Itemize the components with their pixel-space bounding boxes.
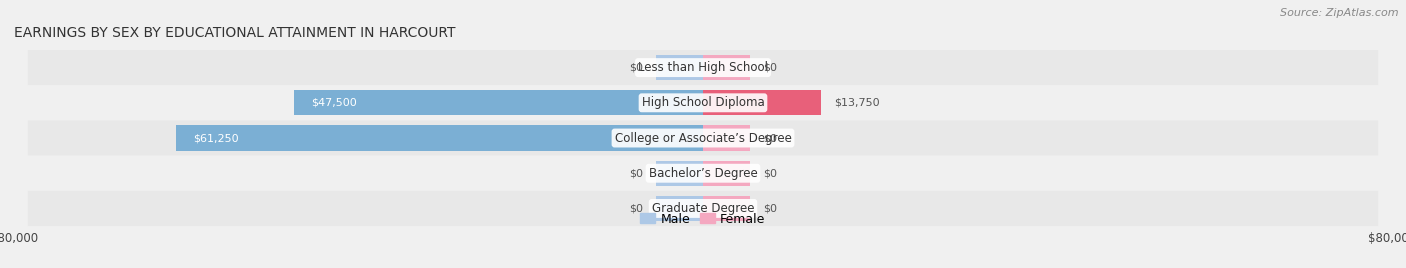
Text: $47,500: $47,500 xyxy=(311,98,357,108)
Text: $0: $0 xyxy=(763,168,778,178)
Bar xyxy=(703,196,751,221)
FancyBboxPatch shape xyxy=(28,191,1378,226)
Text: $0: $0 xyxy=(628,168,643,178)
Bar xyxy=(655,196,703,221)
Text: $13,750: $13,750 xyxy=(834,98,880,108)
Text: $0: $0 xyxy=(763,203,778,213)
Bar xyxy=(655,161,703,186)
Text: College or Associate’s Degree: College or Associate’s Degree xyxy=(614,132,792,144)
Legend: Male, Female: Male, Female xyxy=(636,207,770,230)
Text: High School Diploma: High School Diploma xyxy=(641,96,765,109)
FancyBboxPatch shape xyxy=(28,120,1378,156)
Bar xyxy=(703,125,751,151)
Text: EARNINGS BY SEX BY EDUCATIONAL ATTAINMENT IN HARCOURT: EARNINGS BY SEX BY EDUCATIONAL ATTAINMEN… xyxy=(14,26,456,40)
Text: Bachelor’s Degree: Bachelor’s Degree xyxy=(648,167,758,180)
Text: $0: $0 xyxy=(628,203,643,213)
Text: Source: ZipAtlas.com: Source: ZipAtlas.com xyxy=(1281,8,1399,18)
Bar xyxy=(703,90,821,116)
FancyBboxPatch shape xyxy=(28,156,1378,191)
FancyBboxPatch shape xyxy=(28,50,1378,85)
Text: Graduate Degree: Graduate Degree xyxy=(652,202,754,215)
Text: $0: $0 xyxy=(628,63,643,73)
Text: $61,250: $61,250 xyxy=(193,133,239,143)
Text: $0: $0 xyxy=(763,63,778,73)
Bar xyxy=(703,161,751,186)
Bar xyxy=(176,125,703,151)
Text: $0: $0 xyxy=(763,133,778,143)
Bar xyxy=(294,90,703,116)
Text: Less than High School: Less than High School xyxy=(638,61,768,74)
Bar xyxy=(703,55,751,80)
FancyBboxPatch shape xyxy=(28,85,1378,120)
Bar xyxy=(655,55,703,80)
